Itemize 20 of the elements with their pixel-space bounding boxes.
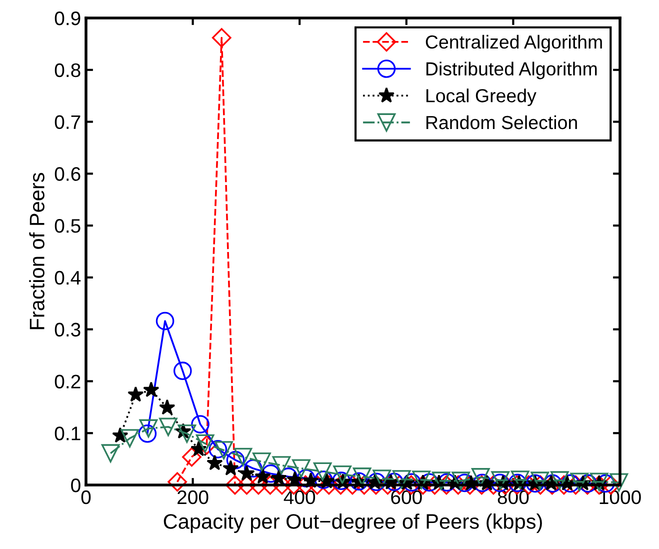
y-tick-label: 0.7 (54, 115, 80, 130)
y-tick-label: 0.4 (54, 270, 81, 285)
legend-label: Local Greedy (426, 88, 536, 106)
x-tick-label: 400 (284, 490, 316, 504)
y-tick-label: 0.8 (54, 63, 80, 78)
y-tick-label: 0.6 (54, 167, 80, 181)
y-tick-label: 0.3 (54, 322, 80, 337)
y-tick-label: 0.2 (54, 374, 80, 388)
x-tick-label: 200 (178, 490, 208, 504)
y-tick-label: 0 (71, 478, 80, 492)
legend-label: Centralized Algorithm (426, 34, 602, 52)
x-tick-label: 0 (81, 490, 91, 504)
legend-label: Random Selection (426, 115, 577, 130)
y-tick-label: 0.5 (54, 219, 80, 233)
y-tick-label: 0.1 (54, 426, 80, 440)
legend-label: Distributed Algorithm (426, 62, 597, 80)
x-tick-label: 600 (391, 490, 422, 504)
y-axis-title: Fraction of Peers (29, 172, 44, 330)
y-tick-label: 0.9 (54, 11, 80, 26)
x-axis-title: Capacity per Out−degree of Peers (kbps) (164, 514, 542, 533)
